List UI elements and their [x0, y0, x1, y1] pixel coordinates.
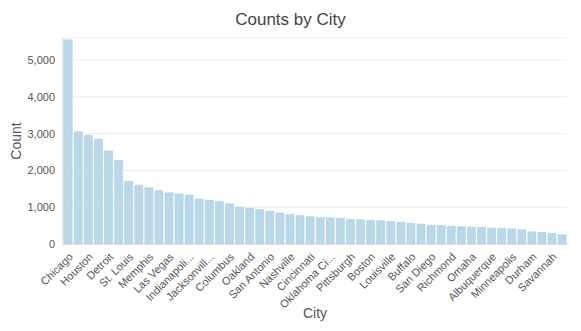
svg-text:Houston: Houston	[57, 250, 96, 288]
svg-text:Omaha: Omaha	[444, 250, 479, 285]
svg-text:San Diego: San Diego	[393, 250, 438, 296]
svg-text:City: City	[303, 305, 327, 321]
svg-text:San Antonio: San Antonio	[226, 250, 277, 301]
html-text:Counts by City: Counts by City	[235, 10, 346, 29]
svg-text:Chicago: Chicago	[38, 250, 75, 288]
svg-text:Count: Count	[8, 122, 24, 159]
svg-text:Albuquerque: Albuquerque	[445, 250, 499, 304]
svg-text:Oklahoma Ci...: Oklahoma Ci...	[277, 250, 338, 311]
svg-text:Jacksonvill...: Jacksonvill...	[163, 250, 217, 303]
svg-text:Pittsburgh: Pittsburgh	[313, 250, 358, 294]
svg-text:Savannah: Savannah	[515, 250, 559, 294]
svg-text:St. Louis: St. Louis	[96, 250, 136, 290]
svg-text:1,000: 1,000	[27, 201, 55, 213]
svg-text:2,000: 2,000	[27, 164, 55, 176]
svg-text:Las Vegas: Las Vegas	[131, 250, 176, 296]
svg-text:Buffalo: Buffalo	[385, 250, 418, 283]
svg-text:5,000: 5,000	[27, 54, 55, 66]
svg-text:Memphis: Memphis	[115, 250, 156, 291]
svg-text:Columbus: Columbus	[192, 250, 237, 294]
svg-text:Cincinnati: Cincinnati	[274, 250, 317, 294]
svg-text:Boston: Boston	[344, 250, 378, 284]
svg-text:0: 0	[49, 238, 55, 250]
svg-text:Oakland: Oakland	[219, 250, 257, 288]
svg-text:Minneapolis: Minneapolis	[468, 250, 519, 301]
svg-text:Indianapoli...: Indianapoli...	[143, 250, 196, 304]
svg-text:4,000: 4,000	[27, 91, 55, 103]
svg-text:Louisville: Louisville	[357, 250, 398, 291]
svg-text:Richmond: Richmond	[414, 250, 458, 294]
svg-text:Detroit: Detroit	[83, 250, 116, 282]
svg-text:Durham: Durham	[502, 250, 539, 287]
svg-text:3,000: 3,000	[27, 128, 55, 140]
svg-text:Nashville: Nashville	[256, 250, 297, 291]
